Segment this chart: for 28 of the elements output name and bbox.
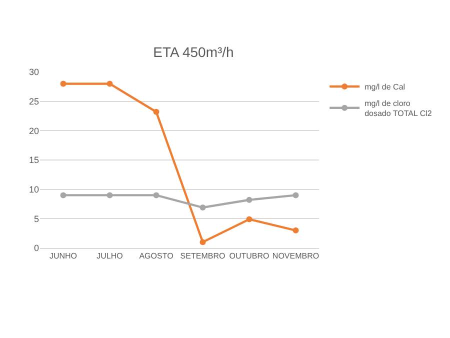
y-tick-label: 10	[28, 184, 39, 194]
point	[292, 227, 299, 234]
y-tick-label: 30	[28, 67, 39, 78]
x-tick-label: JULHO	[96, 252, 123, 261]
point	[60, 80, 66, 87]
x-tick-label: NOVEMBRO	[272, 252, 320, 261]
point	[60, 192, 66, 198]
point	[246, 216, 252, 222]
chart-title: ETA 450m³/h	[153, 44, 234, 60]
point	[106, 80, 113, 87]
x-tick-label: AGOSTO	[139, 252, 174, 261]
legend-label: mg/l de cloro dosado TOTAL Cl2	[364, 98, 432, 118]
x-tick-label: OUTUBRO	[229, 252, 270, 261]
y-tick-label: 25	[28, 96, 39, 106]
point	[292, 192, 299, 198]
x-tick-label: JUNHO	[49, 252, 78, 261]
y-tick-label: 15	[28, 155, 39, 166]
point	[200, 239, 206, 246]
y-tick-label: 0	[34, 243, 39, 254]
point	[200, 204, 206, 211]
point	[153, 192, 160, 198]
point	[246, 196, 252, 203]
x-tick-label: SETEMBRO	[180, 252, 226, 261]
point	[153, 108, 160, 115]
y-tick-label: 5	[34, 214, 39, 224]
point	[106, 192, 113, 198]
y-tick-label: 20	[28, 126, 39, 136]
legend-label: mg/l de Cal	[364, 82, 406, 92]
